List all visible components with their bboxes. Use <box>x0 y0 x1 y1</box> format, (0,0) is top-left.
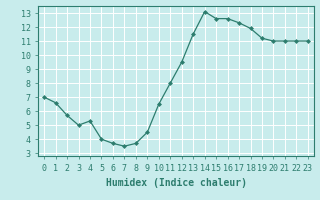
X-axis label: Humidex (Indice chaleur): Humidex (Indice chaleur) <box>106 178 246 188</box>
